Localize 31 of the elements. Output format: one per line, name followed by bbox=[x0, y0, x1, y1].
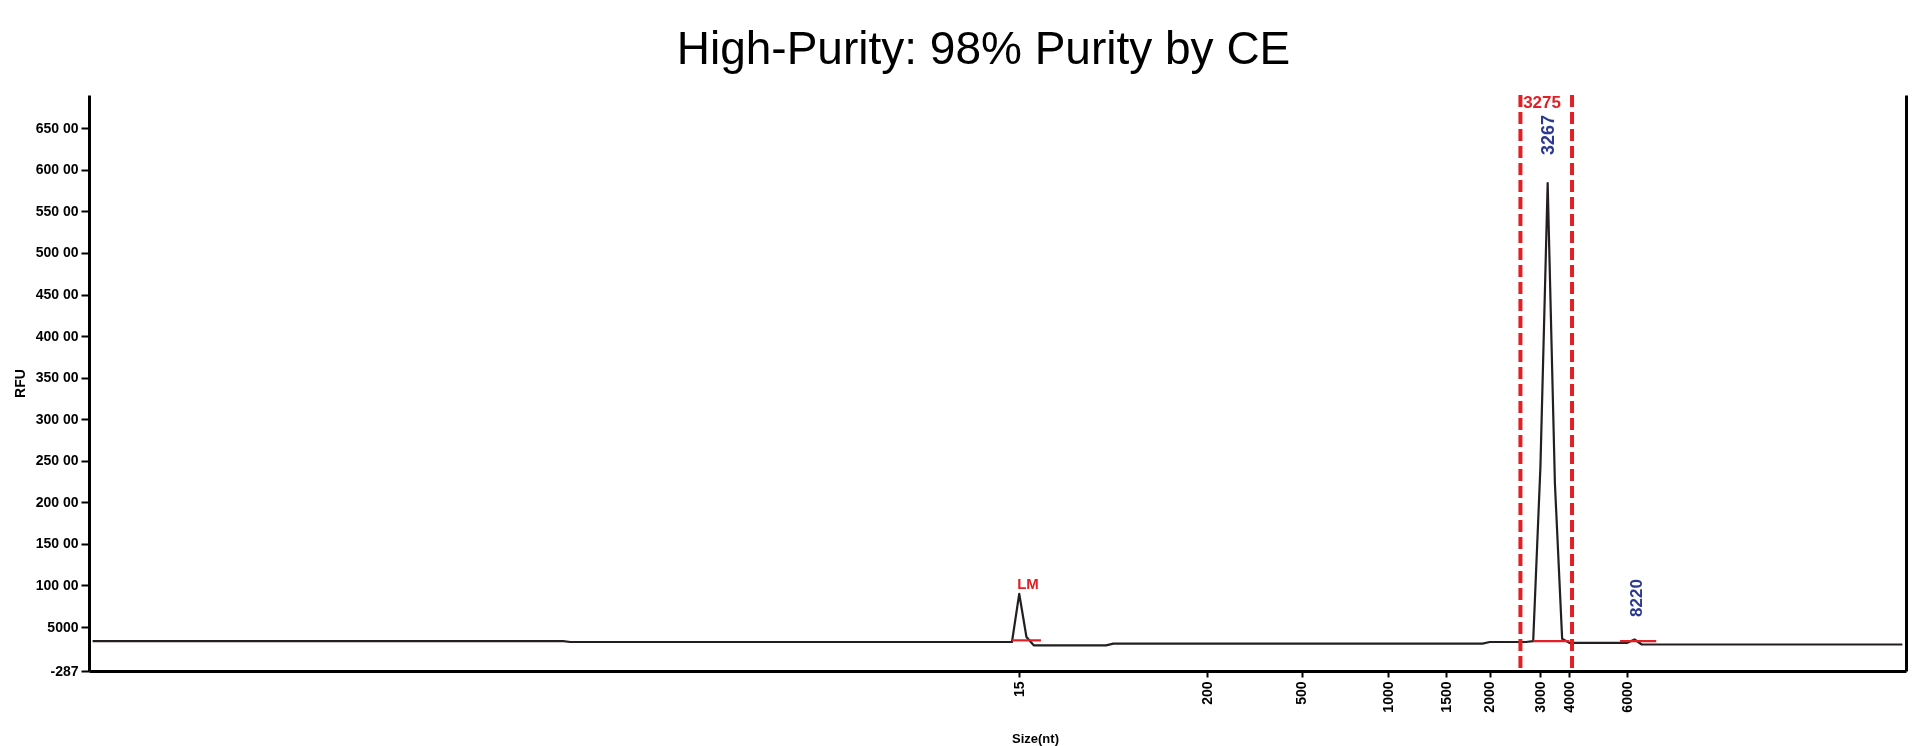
x-tick-label: 6000 bbox=[1618, 681, 1635, 713]
annotation: 3267 bbox=[1537, 114, 1558, 155]
y-tick-label: 600 00 bbox=[35, 161, 79, 178]
y-tick-label: 650 00 bbox=[35, 119, 79, 136]
y-tick-label: 200 00 bbox=[35, 493, 79, 510]
y-tick-label: -287 bbox=[50, 662, 79, 679]
y-tick-label: 400 00 bbox=[35, 327, 79, 344]
y-tick-label: 5000 bbox=[47, 618, 79, 635]
x-tick-label: 1000 bbox=[1379, 681, 1396, 713]
annotation: LM bbox=[1017, 575, 1039, 593]
x-tick-label: 3000 bbox=[1531, 681, 1548, 713]
y-tick-label: 500 00 bbox=[35, 244, 79, 261]
x-axis-title: Size(nt) bbox=[1012, 730, 1059, 746]
y-tick-label: 450 00 bbox=[35, 286, 79, 303]
y-tick-label: 150 00 bbox=[35, 535, 79, 552]
x-tick-label: 4000 bbox=[1560, 681, 1577, 713]
y-axis-title: RFU bbox=[11, 369, 28, 398]
chart-title: High-Purity: 98% Purity by CE bbox=[676, 22, 1291, 74]
x-tick-label: 1500 bbox=[1437, 681, 1454, 713]
annotation: 8220 bbox=[1627, 579, 1647, 617]
y-tick-label: 300 00 bbox=[35, 410, 79, 427]
y-tick-label: 350 00 bbox=[35, 369, 79, 386]
x-tick-label: 2000 bbox=[1481, 681, 1498, 713]
x-tick-label: 500 bbox=[1293, 681, 1310, 705]
y-tick-label: 100 00 bbox=[35, 576, 79, 593]
y-tick-label: 250 00 bbox=[35, 452, 79, 469]
annotation: 3275 bbox=[1523, 93, 1561, 113]
line-series bbox=[91, 182, 1904, 647]
x-tick-label: 200 bbox=[1198, 681, 1215, 705]
y-tick-label: 550 00 bbox=[35, 202, 79, 219]
x-tick-label: 15 bbox=[1010, 681, 1027, 698]
